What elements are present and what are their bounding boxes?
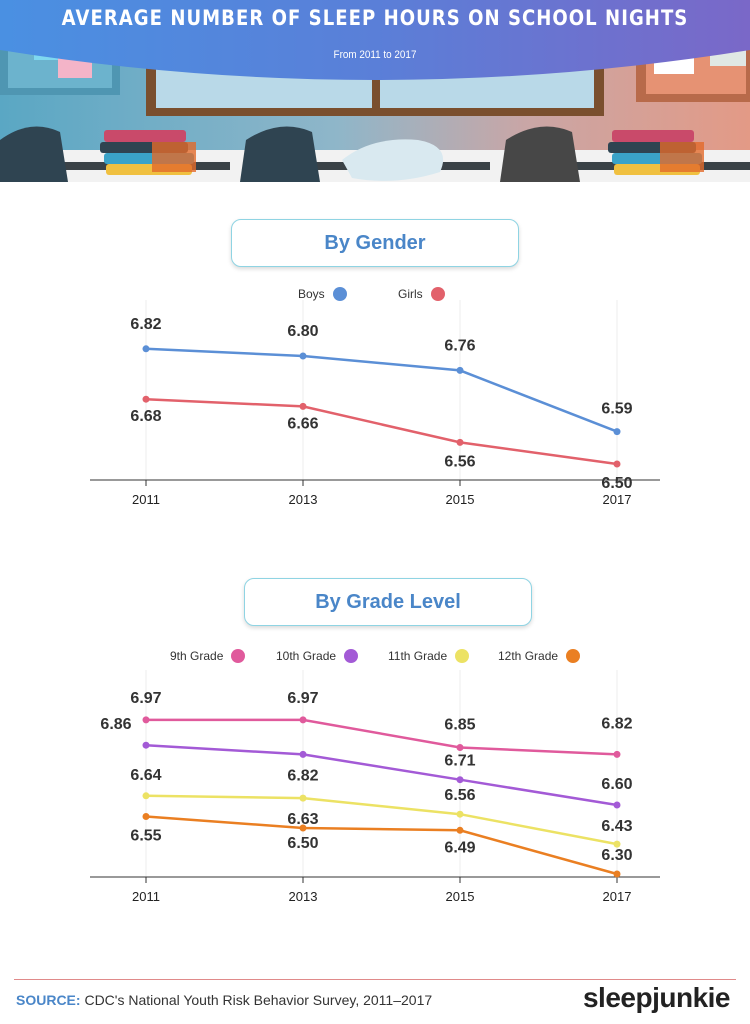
- x-tick-label-2013: 2013: [289, 889, 318, 904]
- data-point-girls-2015: [456, 438, 464, 446]
- data-label-12th-grade-2017: 6.30: [601, 847, 632, 864]
- data-point-10th-grade-2011: [142, 741, 150, 749]
- chart-by-gender: 2011 2013 2015 2017 6.82 6.80 6.76 6.59 6.68 6.66…: [90, 300, 660, 507]
- data-label-girls-2017: 6.50: [601, 475, 632, 492]
- data-point-12th-grade-2017: [613, 870, 621, 878]
- data-point-12th-grade-2011: [142, 813, 150, 820]
- source-label: SOURCE:: [16, 992, 81, 1008]
- data-point-12th-grade-2013: [299, 824, 307, 832]
- data-point-girls-2011: [142, 395, 150, 403]
- legend-dot-girls: [430, 287, 445, 301]
- data-label-11th-grade-2013: 6.63: [287, 811, 318, 828]
- page-subtitle: From 2011 to 2017: [333, 49, 417, 61]
- x-tick-label-2013: 2013: [289, 492, 318, 507]
- legend-dot-9th-grade: [231, 649, 246, 663]
- series-line-boys: [145, 347, 618, 433]
- legend-dot-boys: [332, 287, 347, 301]
- data-label-boys-2015: 6.76: [444, 337, 475, 354]
- classroom-illustration: [0, 0, 750, 182]
- data-label-11th-grade-2011: 6.64: [130, 767, 161, 784]
- data-label-girls-2015: 6.56: [444, 453, 475, 470]
- data-point-10th-grade-2015: [456, 776, 464, 784]
- legend-dot-11th-grade: [455, 649, 470, 663]
- data-label-10th-grade-2011: 6.86: [100, 716, 131, 733]
- data-label-12th-grade-2013: 6.50: [287, 835, 318, 852]
- legend-item-11th-grade: 11th Grade: [388, 649, 470, 663]
- data-label-9th-grade-2011: 6.97: [130, 690, 161, 707]
- legend-label-10th-grade: 10th Grade: [276, 649, 337, 663]
- data-point-boys-2013: [299, 352, 307, 360]
- data-point-9th-grade-2017: [613, 750, 621, 758]
- data-point-boys-2011: [142, 345, 150, 353]
- data-point-9th-grade-2011: [142, 716, 150, 724]
- data-label-10th-grade-2013: 6.82: [287, 767, 318, 784]
- series-line-11th-grade: [145, 794, 618, 846]
- footer-divider: [14, 979, 736, 980]
- chart-by-grade-level: 2011 2013 2015 2017 6.97 6.97 6.85 6.82 6.86 6.82…: [90, 670, 660, 904]
- data-point-9th-grade-2013: [299, 716, 307, 724]
- data-point-11th-grade-2011: [142, 792, 150, 800]
- data-label-11th-grade-2017: 6.43: [601, 818, 632, 835]
- data-label-boys-2011: 6.82: [130, 316, 161, 333]
- x-tick-label-2015: 2015: [446, 889, 475, 904]
- x-tick-label-2017: 2017: [603, 889, 632, 904]
- data-label-boys-2017: 6.59: [601, 401, 632, 418]
- data-label-boys-2013: 6.80: [287, 323, 318, 340]
- section-title-grade: By Grade Level: [244, 578, 532, 626]
- data-label-12th-grade-2015: 6.49: [444, 839, 475, 856]
- data-label-girls-2011: 6.68: [130, 408, 161, 425]
- data-label-girls-2013: 6.66: [287, 415, 318, 432]
- data-point-boys-2017: [613, 428, 621, 436]
- data-point-12th-grade-2015: [456, 826, 464, 834]
- legend-item-boys: Boys: [298, 287, 347, 301]
- legend-label-11th-grade: 11th Grade: [388, 649, 448, 663]
- legend-label-12th-grade: 12th Grade: [498, 649, 559, 663]
- legend-dot-12th-grade: [566, 649, 581, 663]
- legend-item-9th-grade: 9th Grade: [170, 649, 246, 663]
- data-point-10th-grade-2017: [613, 801, 621, 809]
- series-line-12th-grade: [145, 815, 618, 876]
- legend-item-girls: Girls: [398, 287, 445, 301]
- data-label-9th-grade-2015: 6.85: [444, 717, 475, 734]
- legend-label-boys: Boys: [298, 287, 325, 301]
- data-point-9th-grade-2015: [456, 744, 464, 751]
- x-tick-label-2017: 2017: [603, 492, 632, 507]
- header-illustration: AVERAGE NUMBER OF SLEEP HOURS ON SCHOOL …: [0, 0, 750, 182]
- series-line-girls: [145, 397, 618, 466]
- data-point-10th-grade-2013: [299, 750, 307, 758]
- source-text: CDC's National Youth Risk Behavior Surve…: [80, 992, 433, 1008]
- data-label-9th-grade-2013: 6.97: [287, 690, 318, 707]
- data-label-9th-grade-2017: 6.82: [601, 715, 632, 732]
- x-tick-label-2011: 2011: [132, 492, 160, 507]
- legend-label-9th-grade: 9th Grade: [170, 649, 224, 663]
- section-title-gender: By Gender: [231, 219, 519, 267]
- series-line-10th-grade: [145, 743, 618, 807]
- legend-item-10th-grade: 10th Grade: [276, 649, 359, 663]
- legend-item-12th-grade: 12th Grade: [498, 649, 581, 663]
- data-point-boys-2015: [456, 366, 464, 374]
- page-title: AVERAGE NUMBER OF SLEEP HOURS ON SCHOOL …: [61, 6, 689, 30]
- series-line-9th-grade: [146, 718, 618, 756]
- legend-label-girls: Girls: [398, 287, 423, 301]
- legend-dot-10th-grade: [344, 649, 359, 663]
- data-label-10th-grade-2017: 6.60: [601, 776, 632, 793]
- source-citation: SOURCE: CDC's National Youth Risk Behavi…: [16, 992, 432, 1008]
- data-label-10th-grade-2015: 6.71: [444, 753, 475, 770]
- data-point-11th-grade-2015: [456, 810, 464, 818]
- data-point-11th-grade-2017: [613, 840, 621, 848]
- data-label-11th-grade-2015: 6.56: [444, 787, 475, 804]
- brand-logo: sleepjunkie: [582, 982, 731, 1013]
- x-tick-label-2011: 2011: [132, 889, 160, 904]
- data-point-girls-2017: [613, 460, 621, 468]
- data-point-girls-2013: [299, 402, 307, 410]
- data-point-11th-grade-2013: [299, 794, 307, 802]
- data-label-12th-grade-2011: 6.55: [130, 828, 161, 845]
- x-tick-label-2015: 2015: [446, 492, 475, 507]
